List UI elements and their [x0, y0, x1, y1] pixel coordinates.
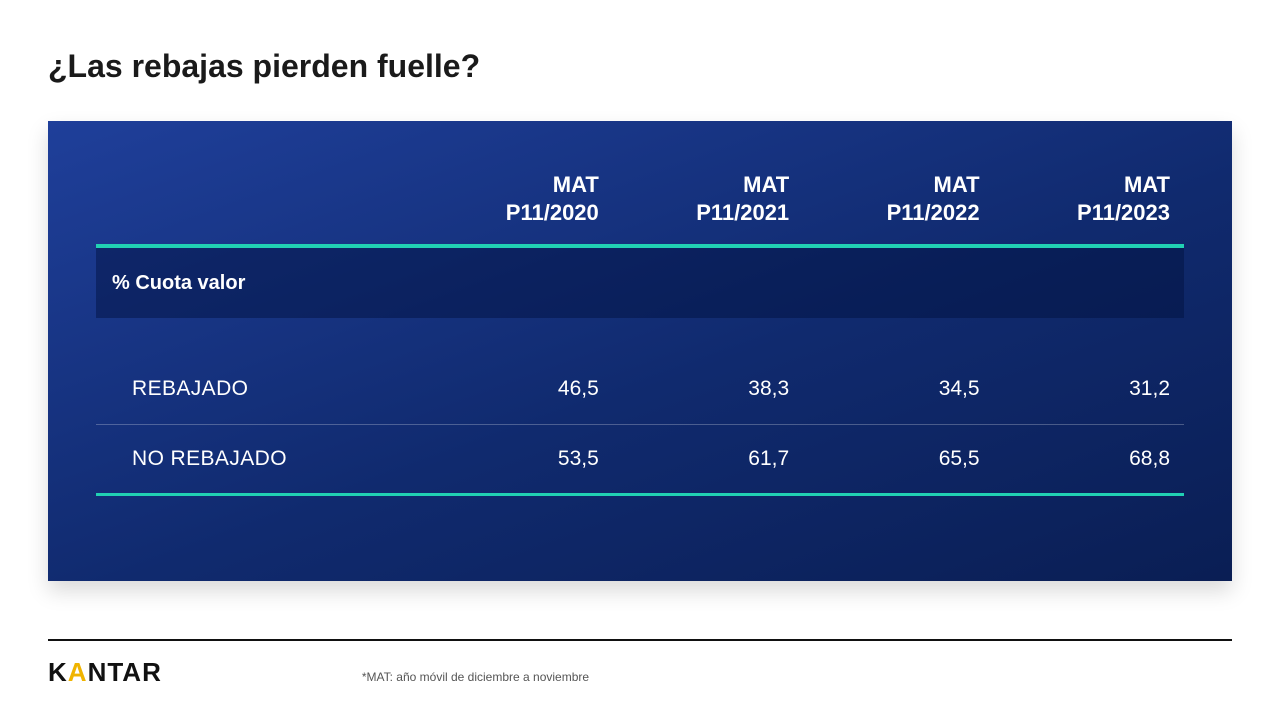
table-header-blank — [96, 171, 422, 244]
row-label: REBAJADO — [96, 354, 422, 424]
table-header-row: MAT P11/2020 MAT P11/2021 MAT P11/2022 M… — [96, 171, 1184, 244]
col-line2: P11/2023 — [1008, 199, 1170, 227]
cell: 46,5 — [422, 354, 612, 424]
slide: ¿Las rebajas pierden fuelle? MAT P11/202… — [0, 0, 1280, 720]
table-section-label: % Cuota valor — [96, 248, 1184, 318]
col-line1: MAT — [817, 171, 979, 199]
brand-post: NTAR — [88, 657, 162, 687]
footnote-text: *MAT: año móvil de diciembre a noviembre — [362, 670, 589, 688]
table-section-row: % Cuota valor — [96, 248, 1184, 318]
table-header-col: MAT P11/2023 — [994, 171, 1184, 244]
table-header-col: MAT P11/2022 — [803, 171, 993, 244]
data-panel: MAT P11/2020 MAT P11/2021 MAT P11/2022 M… — [48, 121, 1232, 581]
brand-pre: K — [48, 657, 68, 687]
col-line1: MAT — [1008, 171, 1170, 199]
cell: 34,5 — [803, 354, 993, 424]
brand-accent: A — [68, 657, 88, 687]
col-line1: MAT — [436, 171, 598, 199]
slide-footer: KANTAR *MAT: año móvil de diciembre a no… — [48, 639, 1232, 688]
cell: 53,5 — [422, 424, 612, 494]
footer-row: KANTAR *MAT: año móvil de diciembre a no… — [48, 657, 1232, 688]
row-label: NO REBAJADO — [96, 424, 422, 494]
cell: 31,2 — [994, 354, 1184, 424]
cell: 68,8 — [994, 424, 1184, 494]
table-row: REBAJADO 46,5 38,3 34,5 31,2 — [96, 354, 1184, 424]
cell: 61,7 — [613, 424, 803, 494]
footer-divider — [48, 639, 1232, 641]
slide-title: ¿Las rebajas pierden fuelle? — [48, 48, 1232, 85]
brand-logo: KANTAR — [48, 657, 162, 688]
col-line1: MAT — [627, 171, 789, 199]
table-header-col: MAT P11/2020 — [422, 171, 612, 244]
table-row: NO REBAJADO 53,5 61,7 65,5 68,8 — [96, 424, 1184, 494]
table-header-col: MAT P11/2021 — [613, 171, 803, 244]
col-line2: P11/2022 — [817, 199, 979, 227]
cell: 65,5 — [803, 424, 993, 494]
col-line2: P11/2020 — [436, 199, 598, 227]
table-gap — [96, 318, 1184, 354]
cell: 38,3 — [613, 354, 803, 424]
col-line2: P11/2021 — [627, 199, 789, 227]
data-table: MAT P11/2020 MAT P11/2021 MAT P11/2022 M… — [96, 171, 1184, 496]
